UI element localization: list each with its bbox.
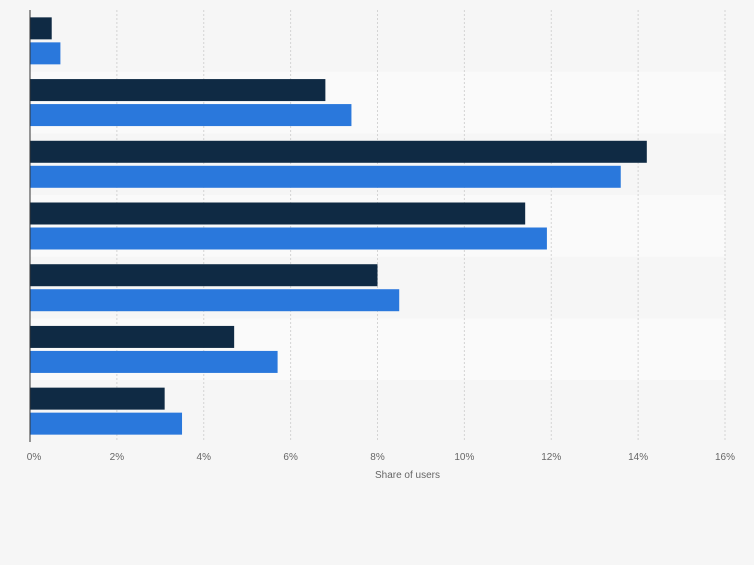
x-tick-label: 12% xyxy=(541,452,561,463)
x-tick-label: 2% xyxy=(110,452,125,463)
bar-series-2 xyxy=(30,227,547,250)
bar-series-2 xyxy=(30,289,400,312)
bars xyxy=(30,17,647,435)
x-tick-label: 0% xyxy=(27,452,42,463)
bar-series-1 xyxy=(30,325,235,348)
bar-series-1 xyxy=(30,17,52,40)
bar-series-1 xyxy=(30,79,326,102)
bar-series-2 xyxy=(30,165,621,188)
x-tick-label: 16% xyxy=(715,452,735,463)
bar-series-1 xyxy=(30,140,647,163)
bar-series-1 xyxy=(30,387,165,410)
x-tick-label: 14% xyxy=(628,452,648,463)
x-tick-label: 6% xyxy=(283,452,298,463)
x-axis-label: Share of users xyxy=(375,470,440,481)
bar-series-2 xyxy=(30,42,61,65)
bar-series-1 xyxy=(30,264,378,287)
bar-series-2 xyxy=(30,412,183,435)
category-band xyxy=(30,10,725,72)
x-tick-label: 4% xyxy=(197,452,212,463)
bar-series-1 xyxy=(30,202,526,225)
x-tick-label: 10% xyxy=(454,452,474,463)
x-axis-ticks: 0% 2% 4% 6% 8% 10% 12% 14% 16% xyxy=(27,452,735,463)
x-tick-label: 8% xyxy=(370,452,385,463)
bar-series-2 xyxy=(30,350,278,373)
bar-series-2 xyxy=(30,104,352,127)
